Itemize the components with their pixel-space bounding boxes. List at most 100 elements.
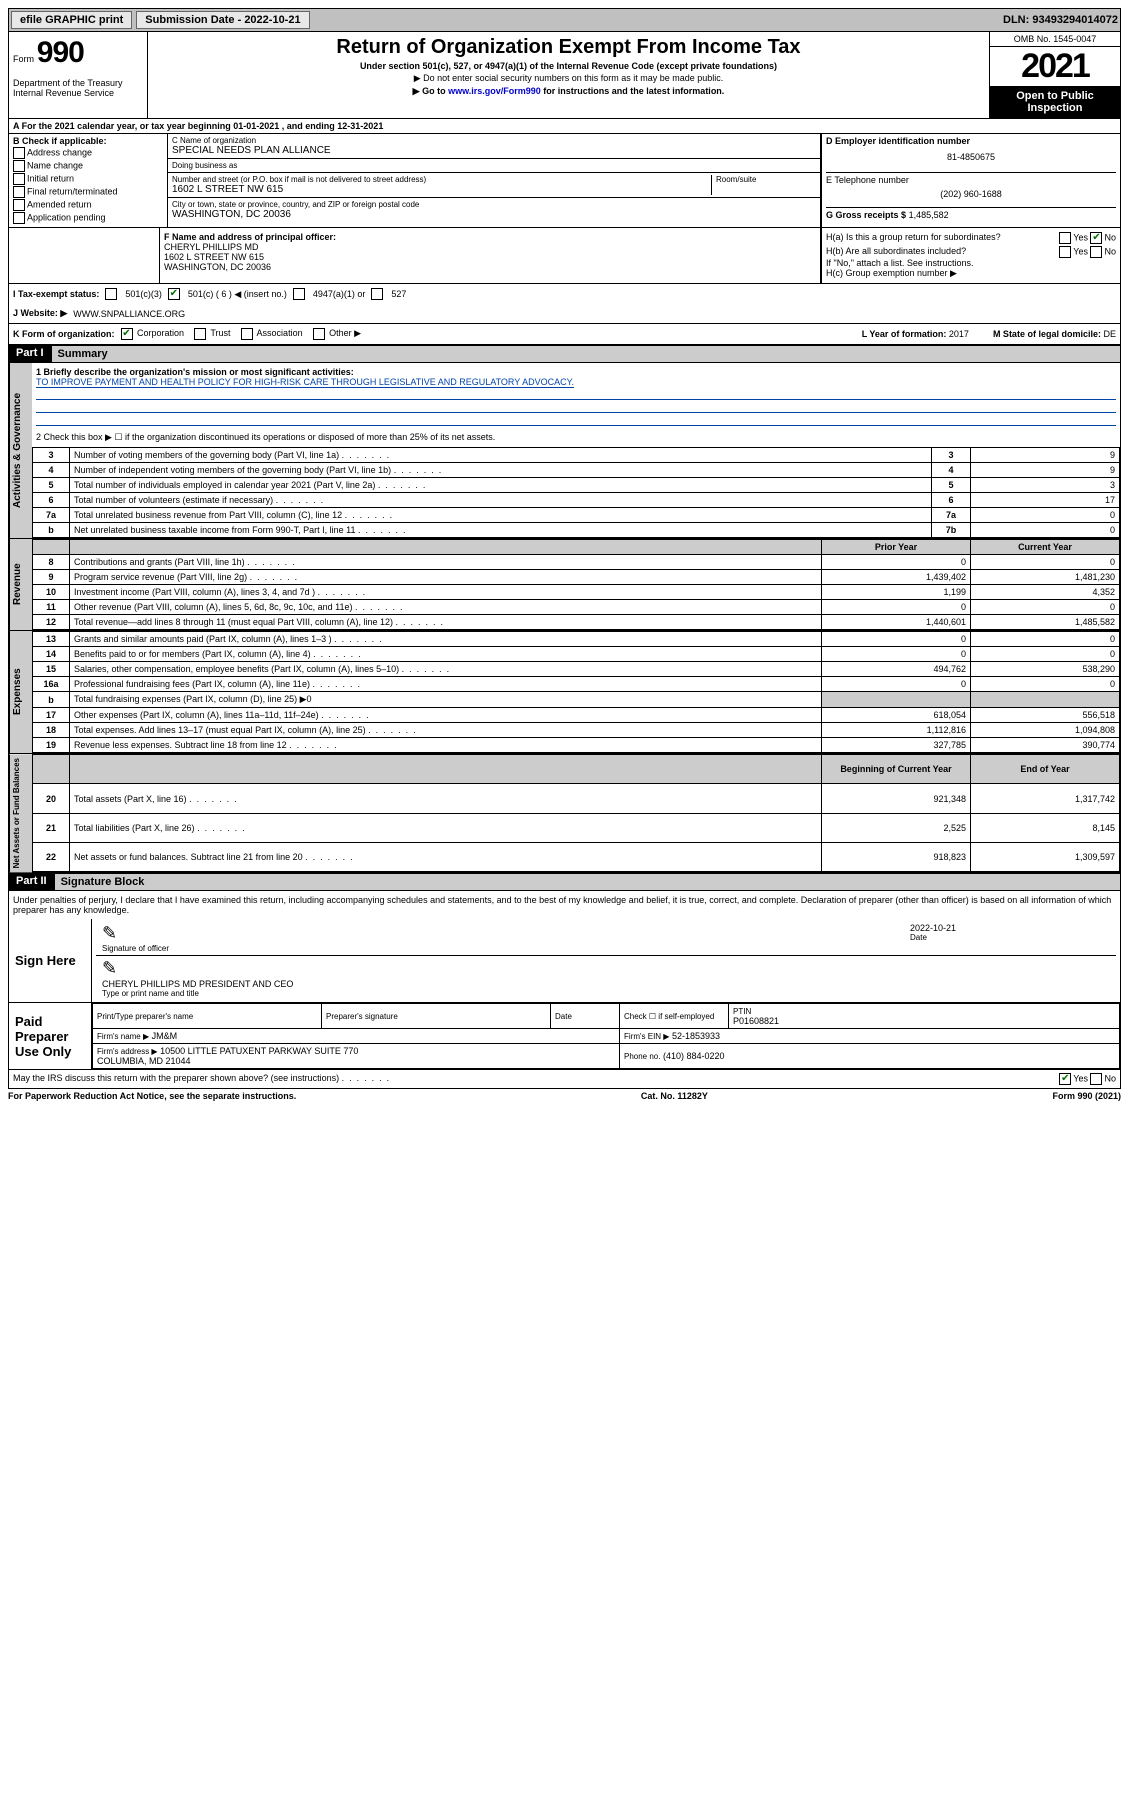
mission-line3 bbox=[36, 400, 1116, 413]
subtitle2: ▶ Do not enter social security numbers o… bbox=[156, 73, 981, 84]
col-b-header: B Check if applicable: bbox=[13, 136, 163, 146]
street-value: 1602 L STREET NW 615 bbox=[172, 184, 283, 195]
ha-label: H(a) Is this a group return for subordin… bbox=[826, 232, 1059, 244]
form-number: 990 bbox=[37, 36, 84, 69]
colb-item[interactable]: Address change bbox=[13, 147, 163, 159]
phone-value: (202) 960-1688 bbox=[826, 185, 1116, 203]
sig-date: 2022-10-21 bbox=[910, 923, 1110, 933]
room-label: Room/suite bbox=[716, 175, 816, 184]
hb-no-checkbox[interactable] bbox=[1090, 246, 1102, 258]
signature-section: Under penalties of perjury, I declare th… bbox=[8, 891, 1121, 1089]
part2-title: Signature Block bbox=[55, 873, 1121, 891]
mission-line2 bbox=[36, 387, 1116, 400]
expenses-section: Expenses 13Grants and similar amounts pa… bbox=[8, 631, 1121, 754]
phone-label: E Telephone number bbox=[826, 175, 909, 185]
row-fgh: F Name and address of principal officer:… bbox=[8, 228, 1121, 284]
hc-label: H(c) Group exemption number ▶ bbox=[826, 268, 1116, 279]
irs-link[interactable]: www.irs.gov/Form990 bbox=[448, 86, 541, 96]
top-toolbar: efile GRAPHIC print Submission Date - 20… bbox=[8, 8, 1121, 32]
officer-label: F Name and address of principal officer: bbox=[164, 232, 816, 242]
form-number-cell: Form 990 Department of the Treasury Inte… bbox=[9, 32, 148, 118]
dln-label: DLN: 93493294014072 bbox=[1003, 14, 1118, 26]
line1-label: 1 Briefly describe the organization's mi… bbox=[36, 367, 1116, 377]
colb-item[interactable]: Name change bbox=[13, 160, 163, 172]
colb-item[interactable]: Initial return bbox=[13, 173, 163, 185]
subtitle3: ▶ Go to www.irs.gov/Form990 for instruct… bbox=[156, 86, 981, 97]
revenue-table: Prior YearCurrent Year8Contributions and… bbox=[32, 539, 1120, 630]
hb-note: If "No," attach a list. See instructions… bbox=[826, 258, 1116, 268]
ein-label: D Employer identification number bbox=[826, 136, 1116, 146]
discuss-label: May the IRS discuss this return with the… bbox=[13, 1073, 389, 1085]
ein-value: 81-4850675 bbox=[826, 146, 1116, 168]
rowk-checkbox[interactable] bbox=[194, 328, 206, 340]
gross-label: G Gross receipts $ bbox=[826, 210, 906, 220]
omb-label: OMB No. 1545-0047 bbox=[990, 32, 1120, 47]
netassets-section: Net Assets or Fund Balances Beginning of… bbox=[8, 754, 1121, 873]
hb-yes-checkbox[interactable] bbox=[1059, 246, 1071, 258]
officer-addr1: 1602 L STREET NW 615 bbox=[164, 252, 816, 262]
colb-item[interactable]: Application pending bbox=[13, 212, 163, 224]
row-a-tax-year: A For the 2021 calendar year, or tax yea… bbox=[8, 119, 1121, 134]
preparer-table: Print/Type preparer's name Preparer's si… bbox=[92, 1003, 1120, 1069]
dba-label: Doing business as bbox=[172, 161, 816, 170]
org-name-label: C Name of organization bbox=[172, 136, 816, 145]
discuss-yes-checkbox[interactable] bbox=[1059, 1073, 1071, 1085]
ha-yes-checkbox[interactable] bbox=[1059, 232, 1071, 244]
website-label: J Website: ▶ bbox=[13, 308, 67, 319]
sig-name: CHERYL PHILLIPS MD PRESIDENT AND CEO bbox=[102, 979, 1110, 989]
year-cell: OMB No. 1545-0047 2021 Open to Public In… bbox=[989, 32, 1120, 118]
revenue-section: Revenue Prior YearCurrent Year8Contribut… bbox=[8, 539, 1121, 631]
discuss-no-checkbox[interactable] bbox=[1090, 1073, 1102, 1085]
sig-name-label: Type or print name and title bbox=[102, 989, 1110, 998]
rowk-checkbox[interactable] bbox=[313, 328, 325, 340]
open-public-badge: Open to Public Inspection bbox=[990, 86, 1120, 118]
paid-preparer-label: Paid Preparer Use Only bbox=[9, 1003, 91, 1069]
penalty-text: Under penalties of perjury, I declare th… bbox=[9, 891, 1120, 919]
subtitle1: Under section 501(c), 527, or 4947(a)(1)… bbox=[156, 61, 981, 71]
row-k: K Form of organization: Corporation Trus… bbox=[8, 324, 1121, 345]
sig-date-label: Date bbox=[910, 933, 1110, 942]
501c3-checkbox[interactable] bbox=[105, 288, 117, 300]
sidebar-governance: Activities & Governance bbox=[9, 363, 32, 538]
taxexempt-label: I Tax-exempt status: bbox=[13, 289, 99, 299]
city-value: WASHINGTON, DC 20036 bbox=[172, 209, 291, 220]
footer-mid: Cat. No. 11282Y bbox=[641, 1091, 708, 1101]
line2-text: 2 Check this box ▶ ☐ if the organization… bbox=[36, 432, 1116, 443]
sidebar-netassets: Net Assets or Fund Balances bbox=[9, 754, 32, 872]
dept-label: Department of the Treasury Internal Reve… bbox=[13, 78, 143, 98]
netassets-table: Beginning of Current YearEnd of Year20To… bbox=[32, 754, 1120, 872]
expenses-table: 13Grants and similar amounts paid (Part … bbox=[32, 631, 1120, 753]
officer-name: CHERYL PHILLIPS MD bbox=[164, 242, 816, 252]
efile-button[interactable]: efile GRAPHIC print bbox=[11, 11, 132, 29]
part1-title: Summary bbox=[52, 345, 1121, 363]
org-name: SPECIAL NEEDS PLAN ALLIANCE bbox=[172, 145, 331, 156]
street-label: Number and street (or P.O. box if mail i… bbox=[172, 175, 711, 184]
sidebar-revenue: Revenue bbox=[9, 539, 32, 630]
form-header: Form 990 Department of the Treasury Inte… bbox=[8, 32, 1121, 119]
sign-here-label: Sign Here bbox=[9, 919, 91, 1002]
colb-item[interactable]: Final return/terminated bbox=[13, 186, 163, 198]
4947-checkbox[interactable] bbox=[293, 288, 305, 300]
rowk-checkbox[interactable] bbox=[121, 328, 133, 340]
title-cell: Return of Organization Exempt From Incom… bbox=[148, 32, 989, 118]
gross-value: 1,485,582 bbox=[909, 210, 949, 220]
sidebar-expenses: Expenses bbox=[9, 631, 32, 753]
officer-addr2: WASHINGTON, DC 20036 bbox=[164, 262, 816, 272]
page-footer: For Paperwork Reduction Act Notice, see … bbox=[8, 1089, 1121, 1103]
row-j: J Website: ▶ WWW.SNPALLIANCE.ORG bbox=[8, 304, 1121, 324]
mission-text: TO IMPROVE PAYMENT AND HEALTH POLICY FOR… bbox=[36, 377, 574, 388]
tax-year: 2021 bbox=[990, 47, 1120, 86]
governance-table: 3Number of voting members of the governi… bbox=[32, 447, 1120, 538]
city-label: City or town, state or province, country… bbox=[172, 200, 816, 209]
rowk-checkbox[interactable] bbox=[241, 328, 253, 340]
ha-no-checkbox[interactable] bbox=[1090, 232, 1102, 244]
527-checkbox[interactable] bbox=[371, 288, 383, 300]
footer-left: For Paperwork Reduction Act Notice, see … bbox=[8, 1091, 296, 1101]
col-b-checkboxes: B Check if applicable: Address changeNam… bbox=[9, 134, 168, 227]
501c-checkbox[interactable] bbox=[168, 288, 180, 300]
col-c-org: C Name of organization SPECIAL NEEDS PLA… bbox=[168, 134, 822, 227]
colb-item[interactable]: Amended return bbox=[13, 199, 163, 211]
submission-date-button[interactable]: Submission Date - 2022-10-21 bbox=[136, 11, 309, 29]
part2-header: Part II bbox=[8, 873, 55, 891]
form-prefix: Form bbox=[13, 54, 34, 64]
